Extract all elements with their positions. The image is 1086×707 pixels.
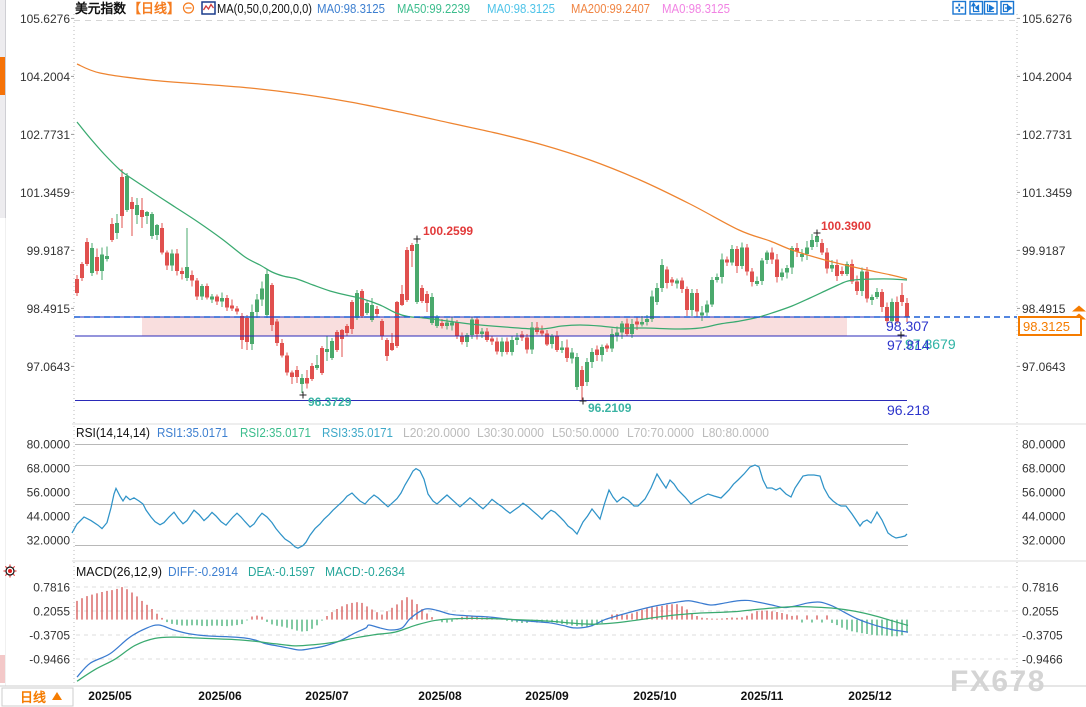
svg-text:0.2055: 0.2055 — [33, 605, 70, 619]
svg-text:MA0:98.3125: MA0:98.3125 — [662, 1, 730, 16]
svg-text:【日线】: 【日线】 — [128, 1, 180, 16]
svg-text:-0.9466: -0.9466 — [1022, 653, 1063, 667]
svg-text:L20:20.0000: L20:20.0000 — [403, 425, 470, 440]
svg-text:MA50:99.2239: MA50:99.2239 — [397, 1, 470, 16]
svg-text:RSI(14,14,14): RSI(14,14,14) — [76, 425, 150, 440]
svg-text:L70:70.0000: L70:70.0000 — [627, 425, 694, 440]
svg-text:105.6276: 105.6276 — [1022, 12, 1072, 26]
svg-text:MACD:-0.2634: MACD:-0.2634 — [325, 564, 405, 579]
svg-text:RSI2:35.0171: RSI2:35.0171 — [240, 425, 311, 440]
svg-text:L80:80.0000: L80:80.0000 — [702, 425, 769, 440]
svg-text:97.0643: 97.0643 — [27, 360, 71, 374]
svg-text:101.3459: 101.3459 — [1022, 186, 1072, 200]
svg-text:99.9187: 99.9187 — [1022, 244, 1066, 258]
svg-text:97.8679: 97.8679 — [905, 336, 956, 352]
svg-text:98.3125: 98.3125 — [1023, 319, 1070, 334]
svg-text:MA0:98.3125: MA0:98.3125 — [487, 1, 555, 16]
svg-text:32.0000: 32.0000 — [1022, 534, 1066, 548]
svg-text:96.2109: 96.2109 — [588, 401, 632, 415]
svg-text:44.0000: 44.0000 — [27, 510, 71, 524]
svg-text:2025/10: 2025/10 — [633, 689, 677, 703]
svg-text:-0.9466: -0.9466 — [29, 653, 70, 667]
svg-text:80.0000: 80.0000 — [27, 438, 71, 452]
svg-text:100.2599: 100.2599 — [423, 224, 473, 238]
svg-text:100.3900: 100.3900 — [821, 219, 871, 233]
svg-text:0.7816: 0.7816 — [1022, 581, 1059, 595]
svg-text:0.2055: 0.2055 — [1022, 605, 1059, 619]
svg-text:99.9187: 99.9187 — [27, 244, 71, 258]
svg-text:98.4915: 98.4915 — [27, 302, 71, 316]
svg-text:56.0000: 56.0000 — [1022, 486, 1066, 500]
svg-text:2025/05: 2025/05 — [88, 689, 132, 703]
svg-text:104.2004: 104.2004 — [1022, 70, 1072, 84]
svg-text:96.3729: 96.3729 — [308, 395, 352, 409]
svg-text:-0.3705: -0.3705 — [29, 629, 70, 643]
svg-text:2025/11: 2025/11 — [741, 689, 784, 703]
svg-text:2025/12: 2025/12 — [848, 689, 892, 703]
svg-text:日线: 日线 — [20, 690, 46, 705]
svg-text:32.0000: 32.0000 — [27, 534, 71, 548]
svg-text:105.6276: 105.6276 — [20, 12, 70, 26]
svg-text:102.7731: 102.7731 — [1022, 128, 1072, 142]
svg-text:MACD(26,12,9): MACD(26,12,9) — [76, 564, 162, 579]
svg-text:2025/06: 2025/06 — [198, 689, 242, 703]
svg-text:97.814: 97.814 — [887, 337, 930, 353]
svg-text:2025/07: 2025/07 — [305, 689, 349, 703]
svg-text:RSI1:35.0171: RSI1:35.0171 — [157, 425, 228, 440]
svg-text:102.7731: 102.7731 — [20, 128, 70, 142]
svg-text:-0.3705: -0.3705 — [1022, 629, 1063, 643]
svg-text:101.3459: 101.3459 — [20, 186, 70, 200]
svg-text:DEA:-0.1597: DEA:-0.1597 — [248, 564, 315, 579]
svg-text:68.0000: 68.0000 — [1022, 462, 1066, 476]
svg-text:RSI3:35.0171: RSI3:35.0171 — [322, 425, 393, 440]
svg-text:98.307: 98.307 — [886, 318, 929, 334]
svg-text:98.4915: 98.4915 — [1022, 302, 1066, 316]
svg-text:MA(0,50,0,200,0,0): MA(0,50,0,200,0,0) — [217, 1, 312, 16]
svg-text:L50:50.0000: L50:50.0000 — [552, 425, 619, 440]
svg-text:80.0000: 80.0000 — [1022, 438, 1066, 452]
svg-text:2025/09: 2025/09 — [525, 689, 569, 703]
svg-text:L30:30.0000: L30:30.0000 — [477, 425, 544, 440]
svg-text:DIFF:-0.2914: DIFF:-0.2914 — [168, 564, 238, 579]
svg-text:96.218: 96.218 — [887, 402, 930, 418]
svg-text:MA200:99.2407: MA200:99.2407 — [571, 1, 650, 16]
svg-text:104.2004: 104.2004 — [20, 70, 70, 84]
svg-text:2025/08: 2025/08 — [418, 689, 462, 703]
svg-text:44.0000: 44.0000 — [1022, 510, 1066, 524]
svg-text:FX678: FX678 — [950, 665, 1046, 698]
svg-text:0.7816: 0.7816 — [33, 581, 70, 595]
svg-text:97.0643: 97.0643 — [1022, 360, 1066, 374]
svg-text:MA0:98.3125: MA0:98.3125 — [317, 1, 385, 16]
svg-text:美元指数: 美元指数 — [75, 1, 127, 16]
svg-text:68.0000: 68.0000 — [27, 462, 71, 476]
svg-text:56.0000: 56.0000 — [27, 486, 71, 500]
